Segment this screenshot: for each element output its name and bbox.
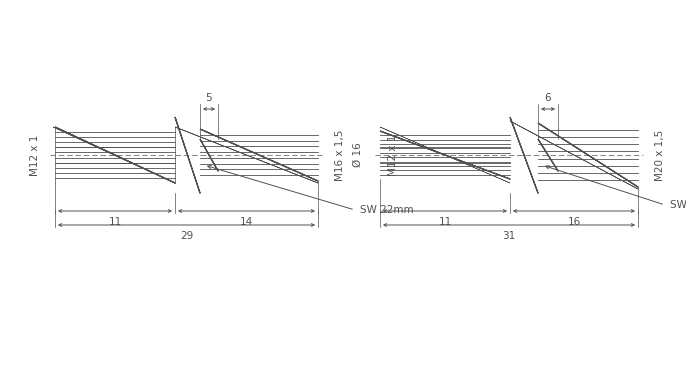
Text: M20 x 1,5: M20 x 1,5 [655,129,665,181]
Text: 5: 5 [206,93,212,103]
Text: 11: 11 [438,217,451,227]
Text: 31: 31 [502,231,516,241]
Text: M12 x 1: M12 x 1 [30,134,40,176]
Text: Ø 16: Ø 16 [353,142,363,167]
Text: M16 x 1,5: M16 x 1,5 [335,129,345,181]
Text: 6: 6 [545,93,552,103]
Text: 14: 14 [240,217,253,227]
Text: 16: 16 [567,217,580,227]
Text: 11: 11 [108,217,121,227]
Text: SW 22mm: SW 22mm [670,200,686,210]
Text: M12 x 1: M12 x 1 [388,134,398,176]
Text: 29: 29 [180,231,193,241]
Text: SW 22mm: SW 22mm [360,205,414,215]
